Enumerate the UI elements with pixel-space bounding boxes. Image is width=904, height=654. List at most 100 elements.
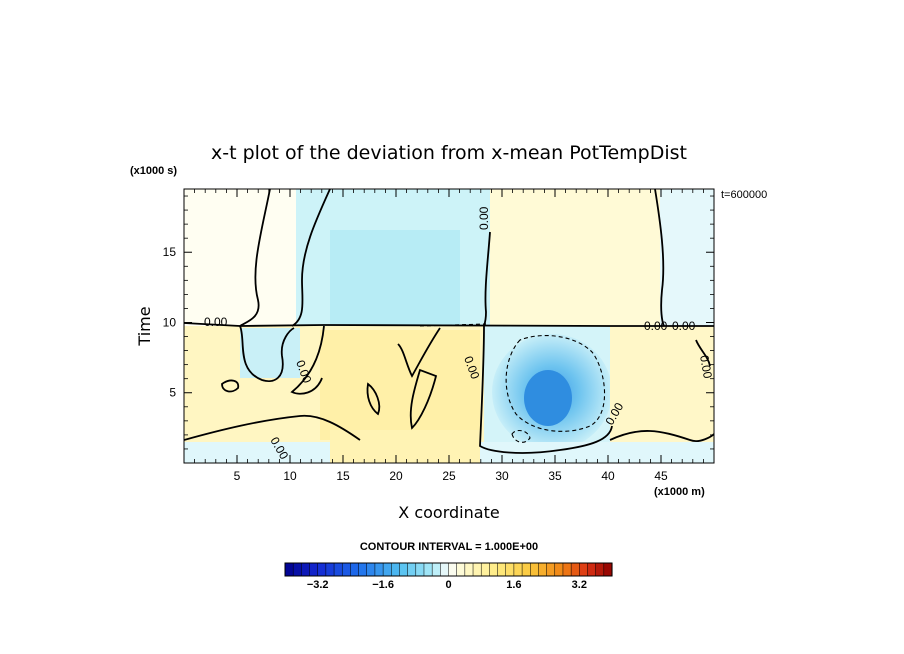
zero-contour-13 xyxy=(221,379,240,393)
y-tick-label: 5 xyxy=(169,386,176,400)
neg-contour-2 xyxy=(511,429,531,443)
colorbar-cell xyxy=(431,562,441,577)
zero-contour-12 xyxy=(366,382,381,416)
colorbar-cell xyxy=(358,562,368,577)
colorbar-cell xyxy=(292,562,302,577)
colorbar-cell xyxy=(448,562,458,577)
colorbar-tick-label: 1.6 xyxy=(506,579,521,591)
colorbar-cell xyxy=(603,562,613,577)
colorbar-cell xyxy=(366,562,376,577)
colorbar-ticks: −3.2 −1.6 0 1.6 3.2 xyxy=(307,579,587,591)
colorbar-cell xyxy=(440,562,450,577)
colorbar-cell xyxy=(301,562,311,577)
colorbar-cell xyxy=(423,562,433,577)
colorbar xyxy=(284,562,613,577)
colorbar-cell xyxy=(570,562,580,577)
x-axis-label: X coordinate xyxy=(398,503,499,522)
zero-contour-7 xyxy=(397,327,441,378)
colorbar-cell xyxy=(472,562,482,577)
x-tick-label: 15 xyxy=(336,469,350,483)
colorbar-cell xyxy=(530,562,539,577)
x-axis: 5 10 15 20 25 30 35 40 45 xyxy=(194,189,704,483)
zero-contour-6 xyxy=(290,325,325,395)
zero-contour-14 xyxy=(695,339,711,367)
colorbar-cell xyxy=(513,562,523,577)
colorbar-cell xyxy=(521,562,531,577)
colorbar-cell xyxy=(579,562,589,577)
contour-interval-label: CONTOUR INTERVAL = 1.000E+00 xyxy=(360,541,538,553)
x-tick-label: 25 xyxy=(442,469,456,483)
region-upper-left xyxy=(184,189,314,326)
x-tick-label: 40 xyxy=(601,469,615,483)
region-upper-center-deep xyxy=(330,230,460,326)
cold-pool-core xyxy=(524,370,572,426)
colorbar-cell xyxy=(489,562,499,577)
x-tick-label: 20 xyxy=(389,469,403,483)
colorbar-tick-label: 3.2 xyxy=(572,579,587,591)
colorbar-cell xyxy=(587,562,597,577)
x-tick-label: 35 xyxy=(548,469,562,483)
zero-contour-10 xyxy=(609,430,714,442)
colorbar-cell xyxy=(505,562,515,577)
colorbar-cell xyxy=(399,562,409,577)
contour-label-7: 0.00 xyxy=(672,319,696,333)
zero-contour-11 xyxy=(409,368,438,430)
chart-title: x-t plot of the deviation from x-mean Po… xyxy=(211,142,687,164)
time-stamp: t=600000 xyxy=(721,189,767,201)
colorbar-cell xyxy=(562,562,572,577)
zero-contour-4 xyxy=(654,189,665,327)
contour-label-0: 0.00 xyxy=(204,315,228,329)
x-tick-label: 10 xyxy=(283,469,297,483)
colorbar-frame xyxy=(284,562,613,577)
zero-contour-2 xyxy=(291,189,331,327)
zero-contour-9 xyxy=(184,414,361,441)
y-unit-label: (x1000 s) xyxy=(130,165,177,177)
colorbar-cell xyxy=(415,562,425,577)
x-unit-label: (x1000 m) xyxy=(654,486,705,498)
contour-label-6: 0.00 xyxy=(644,319,668,333)
contour-label-8: 0.00 xyxy=(697,354,715,380)
colorbar-cell xyxy=(374,562,384,577)
colorbar-cell xyxy=(333,562,343,577)
region-upper-right xyxy=(490,189,660,326)
zero-contour-8 xyxy=(479,325,613,454)
y-axis: 5 10 15 xyxy=(163,195,714,450)
colorbar-cell xyxy=(391,562,400,577)
colorbar-cell xyxy=(538,562,548,577)
colorbar-cell xyxy=(497,562,507,577)
contour-label-1: 0.00 xyxy=(477,206,491,230)
zero-contour-5 xyxy=(239,325,295,382)
colorbar-cell xyxy=(350,562,360,577)
colorbar-cell xyxy=(480,562,490,577)
colorbar-cell xyxy=(546,562,556,577)
y-tick-label: 10 xyxy=(163,315,177,329)
zero-contour-midline xyxy=(184,322,714,327)
neg-contour-1 xyxy=(505,335,606,432)
colorbar-cell xyxy=(341,562,351,577)
colorbar-tick-label: 0 xyxy=(445,579,451,591)
region-upper-far-right xyxy=(660,189,714,326)
region-lower-right-warm xyxy=(610,326,714,463)
colorbar-cell xyxy=(325,562,335,577)
region-lower-left-patch xyxy=(240,328,300,378)
zero-contour-1 xyxy=(239,189,271,327)
colorbar-tick-label: −1.6 xyxy=(372,579,394,591)
colorbar-cell xyxy=(407,562,417,577)
colorbar-cell xyxy=(456,562,466,577)
x-tick-label: 5 xyxy=(234,469,241,483)
contour-lines xyxy=(184,189,714,454)
y-axis-label: Time xyxy=(135,306,154,346)
y-tick-label: 15 xyxy=(163,245,177,259)
x-tick-label: 30 xyxy=(495,469,509,483)
colorbar-cell xyxy=(317,562,327,577)
colorbar-cell xyxy=(595,562,605,577)
heatmap-field xyxy=(184,189,714,463)
x-tick-label: 45 xyxy=(654,469,668,483)
colorbar-cell xyxy=(284,562,294,577)
colorbar-cell xyxy=(554,562,564,577)
colorbar-tick-label: −3.2 xyxy=(307,579,329,591)
colorbar-cell xyxy=(309,562,319,577)
colorbar-cell xyxy=(464,562,474,577)
colorbar-cell xyxy=(382,562,392,577)
